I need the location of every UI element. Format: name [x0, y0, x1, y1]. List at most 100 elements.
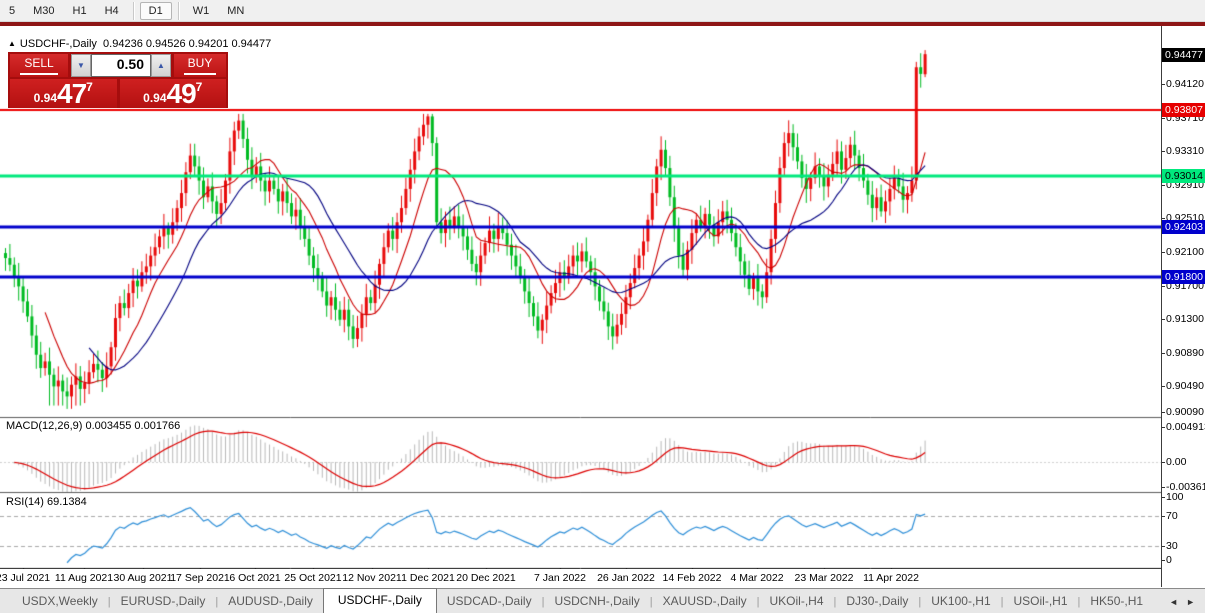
symbol-tab-xauusd-[interactable]: XAUUSD-,Daily — [662, 594, 747, 608]
price-badge: 0.93807 — [1162, 103, 1205, 117]
date-axis-label: 12 Nov 2021 — [342, 572, 402, 584]
macd-axis-label: -0.00361 — [1166, 481, 1205, 493]
price-axis-tick — [1162, 185, 1165, 186]
sell-underline — [20, 73, 58, 75]
date-axis[interactable]: 23 Jul 2021 11 Aug 2021 30 Aug 2021 17 Sep … — [0, 569, 1161, 588]
price-badge: 0.93014 — [1162, 169, 1205, 183]
date-axis-label: 20 Dec 2021 — [456, 572, 516, 584]
sell-button[interactable]: SELL — [10, 54, 68, 77]
macd-axis-tick — [1162, 427, 1165, 428]
timeframe-button-m30[interactable]: M30 — [33, 4, 55, 17]
price-axis-tick — [1162, 84, 1165, 85]
toolbar-separator — [177, 1, 179, 20]
volume-input[interactable]: 0.50 — [91, 54, 151, 77]
symbol-tab-eurusd-[interactable]: EURUSD-,Daily — [120, 594, 206, 608]
one-click-trade-panel: SELL ▼ 0.50 ▲ BUY 0.94 47 7 0.94 49 7 — [8, 52, 228, 108]
collapse-arrow-icon: ▲ — [8, 39, 16, 48]
date-axis-label: 25 Oct 2021 — [284, 572, 342, 584]
symbol-tab-usdcnh-[interactable]: USDCNH-,Daily — [554, 594, 640, 608]
buy-price-prefix: 0.94 — [143, 91, 167, 105]
rsi-axis-label: 30 — [1166, 540, 1178, 552]
tab-scroll-arrows: ◄ ► — [1165, 597, 1205, 613]
buy-price-display[interactable]: 0.94 49 7 — [119, 78, 226, 109]
rsi-axis-tick — [1162, 497, 1165, 498]
date-axis-label: 11 Apr 2022 — [863, 572, 919, 584]
timeframe-button-h1[interactable]: H1 — [72, 4, 87, 17]
price-axis-tick — [1162, 319, 1165, 320]
macd-axis-tick — [1162, 487, 1165, 488]
price-axis-tick — [1162, 252, 1165, 253]
price-axis-tick — [1162, 386, 1165, 387]
rsi-axis-tick — [1162, 560, 1165, 561]
tab-separator: | — [541, 596, 545, 608]
rsi-indicator-label: RSI(14) 69.1384 — [6, 496, 87, 508]
date-axis-label: 26 Jan 2022 — [597, 572, 655, 584]
symbol-tab-usdx[interactable]: USDX,Weekly — [22, 594, 98, 608]
symbol-tab-audusd-[interactable]: AUDUSD-,Daily — [228, 594, 313, 608]
symbol-tab-hk50-[interactable]: HK50-,H1 — [1090, 594, 1144, 608]
buy-underline — [184, 73, 216, 75]
tab-separator: | — [833, 596, 837, 608]
symbol-tab-dj30-[interactable]: DJ30-,Daily — [846, 594, 909, 608]
date-axis-label: 7 Jan 2022 — [534, 572, 586, 584]
rsi-axis-tick — [1162, 546, 1165, 547]
sell-button-label: SELL — [24, 56, 54, 70]
price-axis-label: 0.90490 — [1166, 380, 1204, 392]
volume-decrease-button[interactable]: ▼ — [71, 54, 91, 77]
timeframe-toolbar: 5 M30 H1 H4 D1 W1 MN — [0, 0, 1205, 22]
date-axis-label: 1 Dec 2021 — [401, 572, 455, 584]
buy-price-pip: 7 — [195, 80, 203, 94]
rsi-axis-label: 70 — [1166, 510, 1178, 522]
timeframe-button-w1[interactable]: W1 — [192, 4, 210, 17]
price-axis-tick — [1162, 286, 1165, 287]
tab-separator: | — [649, 596, 653, 608]
date-axis-label: 14 Feb 2022 — [662, 572, 722, 584]
symbol-tab-uk100-[interactable]: UK100-,H1 — [931, 594, 991, 608]
toolbar-separator — [132, 1, 134, 20]
macd-axis-label: 0.004913 — [1166, 421, 1205, 433]
price-axis-label: 0.92100 — [1166, 246, 1204, 258]
price-axis-tick — [1162, 353, 1165, 354]
symbol-tab-usoil-[interactable]: USOil-,H1 — [1013, 594, 1068, 608]
buy-button[interactable]: BUY — [174, 54, 226, 77]
tab-scroll-right-icon[interactable]: ► — [1186, 597, 1195, 607]
timeframe-button-mn[interactable]: MN — [227, 4, 245, 17]
chart-title: ▲ USDCHF-,Daily 0.94236 0.94526 0.94201 0… — [8, 38, 271, 50]
price-axis[interactable]: 0.94120 0.93710 0.93310 0.92910 0.92510 0.921… — [1161, 26, 1205, 587]
rsi-axis-label: 0 — [1166, 554, 1172, 566]
chart-symbol-label: USDCHF-,Daily — [19, 38, 97, 50]
price-axis-label: 0.90090 — [1166, 406, 1204, 418]
timeframe-button-d1[interactable]: D1 — [139, 1, 172, 20]
date-axis-label: 4 Mar 2022 — [730, 572, 784, 584]
price-axis-tick — [1162, 151, 1165, 152]
buy-price-main: 49 — [166, 78, 197, 109]
tab-scroll-left-icon[interactable]: ◄ — [1169, 597, 1179, 607]
macd-indicator-label: MACD(12,26,9) 0.003455 0.001766 — [6, 420, 181, 432]
price-badge: 0.92403 — [1162, 220, 1205, 234]
macd-axis-label: 0.00 — [1166, 456, 1187, 468]
sell-price-display[interactable]: 0.94 47 7 — [10, 79, 117, 108]
chart-window-top-border — [0, 22, 1205, 26]
timeframe-button-5[interactable]: 5 — [9, 4, 16, 17]
date-axis-label: 6 Oct 2021 — [229, 572, 281, 584]
macd-axis-tick — [1162, 462, 1165, 463]
symbol-tab-ukoil-[interactable]: UKOil-,H4 — [769, 594, 824, 608]
price-axis-tick — [1162, 118, 1165, 119]
date-axis-label: 11 Aug 2021 — [54, 572, 114, 584]
price-axis-tick — [1162, 218, 1165, 219]
price-axis-tick — [1162, 412, 1165, 413]
price-badge: 0.91800 — [1162, 270, 1205, 284]
volume-increase-button[interactable]: ▲ — [151, 54, 171, 77]
tab-separator: | — [756, 596, 760, 608]
tab-separator: | — [1000, 596, 1004, 608]
date-axis-label: 17 Sep 2021 — [170, 572, 230, 584]
price-axis-label: 0.93310 — [1166, 145, 1204, 157]
chart-ohlc-values: 0.94236 0.94526 0.94201 0.94477 — [103, 38, 272, 50]
symbol-tab-usdcad-[interactable]: USDCAD-,Daily — [446, 594, 532, 608]
symbol-tab-usdchf-[interactable]: USDCHF-,Daily — [322, 588, 437, 613]
timeframe-button-h4[interactable]: H4 — [104, 4, 119, 17]
spin-down-icon: ▼ — [77, 61, 85, 70]
symbol-tabbar: USDX,Weekly | EURUSD-,Daily | AUDUSD-,Daily U… — [0, 588, 1205, 613]
sell-price-pip: 7 — [86, 80, 93, 94]
price-axis-label: 0.90890 — [1166, 347, 1204, 359]
